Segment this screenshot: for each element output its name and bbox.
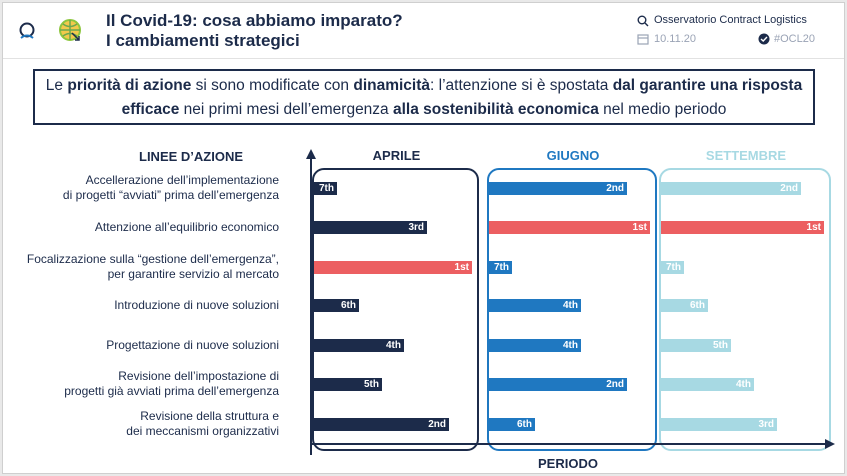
rank-bar: 1st bbox=[489, 221, 650, 234]
rank-bar: 6th bbox=[489, 418, 535, 431]
rank-label: 1st bbox=[454, 262, 469, 273]
banner-bold-2: dinamicità bbox=[353, 77, 431, 94]
period-box-settembre bbox=[659, 168, 831, 451]
x-axis-label: PERIODO bbox=[538, 456, 598, 471]
rank-label: 1st bbox=[632, 222, 647, 233]
period-box-giugno bbox=[487, 168, 657, 451]
row-label-line: di progetti “avviati” prima dell’emergen… bbox=[62, 188, 279, 202]
banner-bold-1: priorità di azione bbox=[67, 77, 192, 94]
row-label-line: Introduzione di nuove soluzioni bbox=[114, 297, 279, 312]
y-axis-arrow-icon bbox=[306, 149, 316, 159]
rank-label: 6th bbox=[341, 300, 356, 311]
calendar-icon bbox=[637, 34, 649, 45]
rank-label: 7th bbox=[666, 262, 681, 273]
x-axis-arrow-icon bbox=[825, 439, 835, 449]
event-date: 10.11.20 bbox=[654, 33, 697, 45]
rank-label: 5th bbox=[713, 340, 728, 351]
rank-bar: 2nd bbox=[489, 378, 627, 391]
rank-bar: 7th bbox=[489, 261, 512, 274]
rank-bar: 6th bbox=[661, 299, 708, 312]
rank-bar: 5th bbox=[661, 339, 731, 352]
period-title: GIUGNO bbox=[518, 148, 628, 163]
hashtag: #OCL20 bbox=[774, 33, 815, 45]
row-label-line: progetti già avviati prima dell’emergenz… bbox=[64, 384, 279, 398]
rank-label: 4th bbox=[563, 300, 578, 311]
rank-bar: 4th bbox=[489, 339, 581, 352]
row-label-line: Attenzione all’equilibrio economico bbox=[94, 219, 279, 234]
badge-check-icon bbox=[758, 33, 770, 45]
rank-label: 2nd bbox=[606, 379, 624, 390]
rank-label: 2nd bbox=[428, 419, 446, 430]
rank-label: 6th bbox=[690, 300, 705, 311]
title-line-2: I cambiamenti strategici bbox=[106, 31, 300, 50]
row-label-line: Revisione dell’impostazione di bbox=[118, 369, 279, 383]
header-divider bbox=[3, 58, 844, 59]
row-label-line: Revisione della struttura e bbox=[140, 409, 279, 423]
rank-bar: 1st bbox=[314, 261, 472, 274]
rank-bar: 1st bbox=[661, 221, 824, 234]
rank-bar: 5th bbox=[314, 378, 382, 391]
rank-bar: 3rd bbox=[661, 418, 777, 431]
rank-bar: 2nd bbox=[489, 182, 627, 195]
banner-text-5: nel medio periodo bbox=[598, 101, 727, 118]
rank-bar: 2nd bbox=[314, 418, 449, 431]
banner-text-3: : l’attenzione si è spostata bbox=[430, 77, 613, 94]
row-label-line: Progettazione di nuove soluzioni bbox=[106, 337, 279, 352]
period-box-aprile bbox=[312, 168, 479, 451]
row-label: Introduzione di nuove soluzioni bbox=[114, 298, 279, 313]
row-label: Revisione dell’impostazione di progetti g… bbox=[64, 369, 279, 399]
row-label: Focalizzazione sulla “gestione dell’emer… bbox=[27, 252, 279, 282]
rank-bar: 3rd bbox=[314, 221, 427, 234]
rank-bar: 6th bbox=[314, 299, 359, 312]
search-icon bbox=[637, 15, 649, 27]
banner-bold-4: alla sostenibilità economica bbox=[392, 101, 599, 118]
row-label: Attenzione all’equilibrio economico bbox=[95, 220, 279, 235]
banner-text-1: Le bbox=[45, 77, 68, 94]
rank-label: 2nd bbox=[780, 183, 798, 194]
row-label-line: Focalizzazione sulla “gestione dell’emer… bbox=[26, 252, 279, 266]
rank-label: 3rd bbox=[408, 222, 424, 233]
org-name: Osservatorio Contract Logistics bbox=[654, 14, 807, 26]
page-title: Il Covid-19: cosa abbiamo imparato? I ca… bbox=[106, 11, 403, 51]
rank-label: 2nd bbox=[606, 183, 624, 194]
chart-axes bbox=[306, 149, 835, 455]
rank-bar: 4th bbox=[489, 299, 581, 312]
row-label: Revisione della struttura e dei meccanism… bbox=[126, 409, 279, 439]
banner-text-4: nei primi mesi dell’emergenza bbox=[179, 101, 393, 118]
banner-bold-3: dal garantire una risposta efficace bbox=[121, 77, 803, 118]
rank-label: 6th bbox=[517, 419, 532, 430]
rank-bar: 7th bbox=[661, 261, 684, 274]
observatory-logo-icon bbox=[19, 22, 35, 39]
period-title: SETTEMBRE bbox=[691, 148, 801, 163]
summary-banner: Le priorità di azione si sono modificate… bbox=[33, 69, 815, 125]
row-label: Accellerazione dell’implementazione di pr… bbox=[63, 173, 279, 203]
title-line-1: Il Covid-19: cosa abbiamo imparato? bbox=[106, 11, 403, 30]
row-label-line: Accellerazione dell’implementazione bbox=[85, 173, 279, 187]
row-label-line: per garantire servizio al mercato bbox=[107, 267, 279, 281]
rank-label: 3rd bbox=[758, 419, 774, 430]
rank-label: 4th bbox=[736, 379, 751, 390]
rank-label: 7th bbox=[494, 262, 509, 273]
rank-bar: 4th bbox=[314, 339, 404, 352]
rank-bar: 7th bbox=[314, 182, 337, 195]
row-label-line: dei meccanismi organizzativi bbox=[126, 424, 279, 438]
rank-label: 1st bbox=[806, 222, 821, 233]
row-label: Progettazione di nuove soluzioni bbox=[106, 338, 279, 353]
globe-logistics-icon bbox=[59, 19, 81, 41]
rank-bar: 2nd bbox=[661, 182, 801, 195]
rank-bar: 4th bbox=[661, 378, 754, 391]
banner-text-2: si sono modificate con bbox=[191, 77, 354, 94]
rank-label: 5th bbox=[364, 379, 379, 390]
row-header: LINEE D’AZIONE bbox=[139, 149, 244, 164]
rank-label: 7th bbox=[319, 183, 334, 194]
period-title: APRILE bbox=[341, 148, 452, 163]
rank-label: 4th bbox=[563, 340, 578, 351]
rank-label: 4th bbox=[386, 340, 401, 351]
